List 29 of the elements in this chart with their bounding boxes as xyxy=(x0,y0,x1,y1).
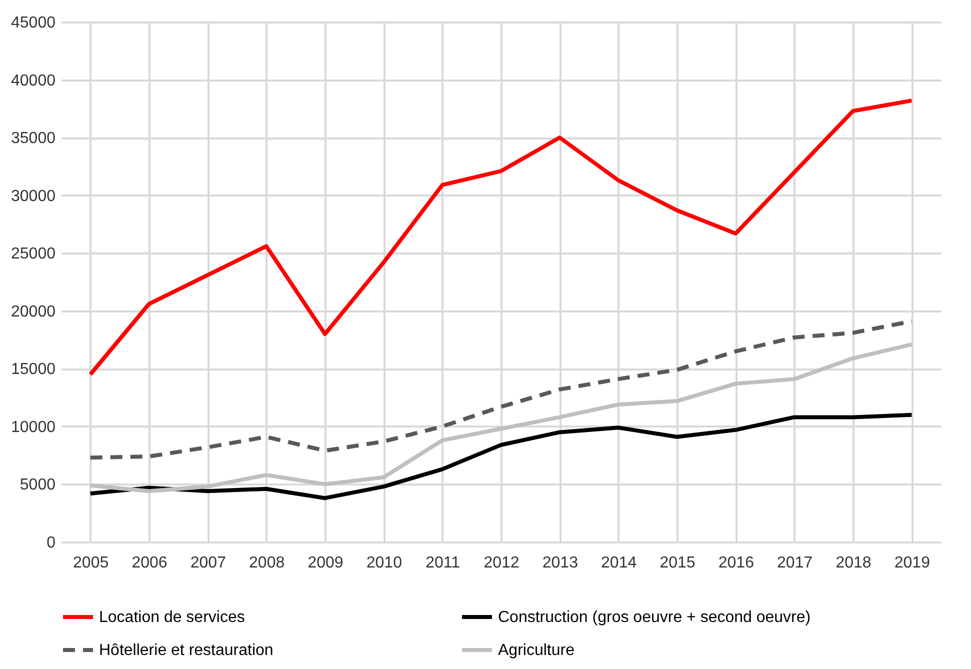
y-tick-label: 45000 xyxy=(11,14,56,32)
x-tick-label: 2008 xyxy=(249,554,285,572)
y-tick-label: 20000 xyxy=(11,303,56,320)
x-tick-label: 2019 xyxy=(894,554,930,572)
x-tick-label: 2006 xyxy=(132,554,168,572)
x-tick-label: 2011 xyxy=(426,554,460,572)
x-tick-label: 2014 xyxy=(601,554,637,572)
y-tick-label: 15000 xyxy=(11,361,56,378)
x-tick-label: 2012 xyxy=(484,554,520,572)
x-tick-label: 2017 xyxy=(777,554,813,572)
legend-label: Location de services xyxy=(99,609,245,626)
y-tick-label: 25000 xyxy=(11,246,56,263)
y-tick-label: 5000 xyxy=(20,476,56,494)
x-tick-label: 2007 xyxy=(190,554,226,572)
y-tick-label: 0 xyxy=(46,534,56,552)
y-tick-label: 40000 xyxy=(11,72,56,90)
y-tick-label: 35000 xyxy=(11,130,56,148)
legend-label: Construction (gros oeuvre + second oeuvre) xyxy=(498,609,811,626)
legend-label: Hôtellerie et restauration xyxy=(99,642,274,659)
x-tick-label: 2016 xyxy=(718,554,754,572)
y-tick-label: 10000 xyxy=(11,418,56,436)
x-tick-label: 2010 xyxy=(366,554,402,572)
legend-label: Agriculture xyxy=(498,642,575,659)
y-tick-label: 30000 xyxy=(11,188,56,205)
x-tick-label: 2018 xyxy=(836,554,872,572)
x-tick-label: 2013 xyxy=(542,554,578,572)
x-tick-label: 2009 xyxy=(308,554,344,572)
x-tick-label: 2005 xyxy=(73,554,109,572)
x-tick-label: 2015 xyxy=(660,554,696,572)
